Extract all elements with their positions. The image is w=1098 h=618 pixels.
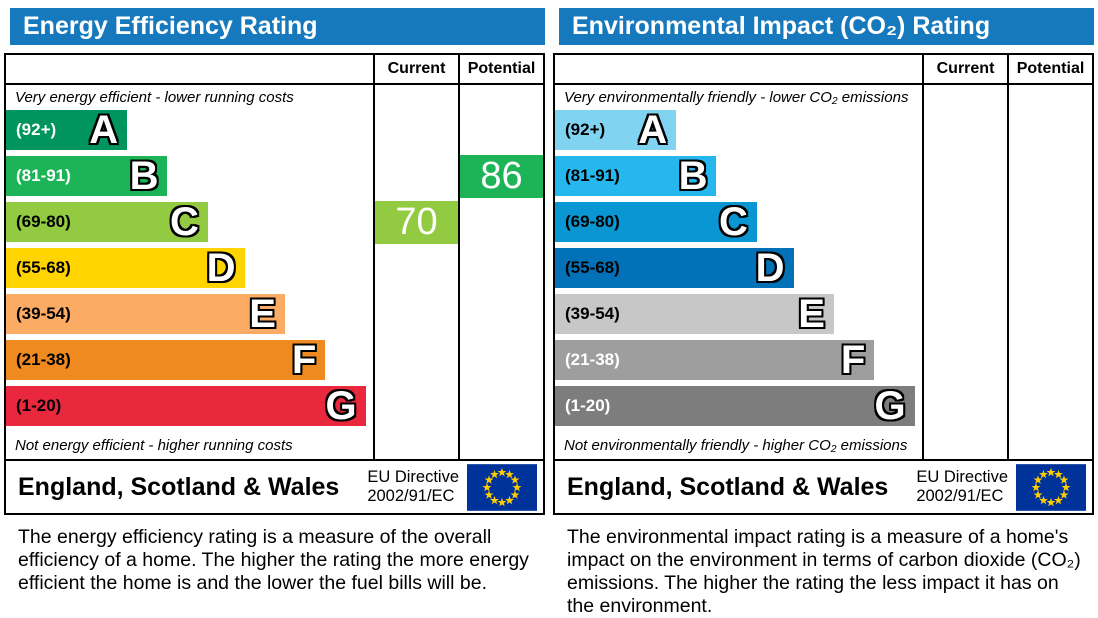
band-range-label: (92+) xyxy=(16,120,57,139)
header-spacer xyxy=(555,55,922,83)
eu-directive-line1: EU Directive xyxy=(367,468,459,487)
band-letter: D xyxy=(755,246,785,290)
energy-efficiency-title: Energy Efficiency Rating xyxy=(10,8,545,45)
rating-bands: (92+) A (81-91) B (69-80) C (55-68) D (39-54) E (2… xyxy=(6,110,373,426)
eu-flag-icon xyxy=(1016,463,1086,511)
band-f: (21-38) F xyxy=(555,338,875,382)
eu-directive-label: EU Directive 2002/91/EC xyxy=(916,468,1008,506)
band-letter: C xyxy=(169,200,199,244)
band-letter: F xyxy=(291,338,317,382)
band-range-label: (81-91) xyxy=(565,166,620,185)
band-range-label: (92+) xyxy=(565,120,606,139)
chart-body: Very environmentally friendly - lower CO… xyxy=(555,85,1092,459)
band-letter: G xyxy=(325,384,357,428)
band-letter: B xyxy=(129,154,159,198)
energy-efficiency-chart: Current Potential Very energy efficient … xyxy=(4,53,545,515)
band-range-label: (1-20) xyxy=(565,396,611,415)
top-caption: Very energy efficient - lower running co… xyxy=(15,89,294,106)
band-letter: E xyxy=(249,292,276,336)
band-g: (1-20) G xyxy=(555,386,915,426)
eu-directive-label: EU Directive 2002/91/EC xyxy=(367,468,459,506)
band-range-label: (55-68) xyxy=(565,258,620,277)
band-range-label: (21-38) xyxy=(565,350,620,369)
eu-directive-line1: EU Directive xyxy=(916,468,1008,487)
environmental-impact-description: The environmental impact rating is a mea… xyxy=(567,526,1081,617)
eu-directive-line2: 2002/91/EC xyxy=(367,487,455,505)
environmental-impact-chart: Current Potential Very environmentally f… xyxy=(553,53,1094,515)
band-range-label: (1-20) xyxy=(16,396,62,415)
potential-column-header: Potential xyxy=(1007,55,1092,83)
band-d: (55-68) D xyxy=(555,248,794,288)
region-label: England, Scotland & Wales xyxy=(567,472,889,501)
band-range-label: (39-54) xyxy=(16,304,71,323)
band-letter: C xyxy=(718,200,748,244)
band-b: (81-91) B xyxy=(555,154,717,198)
band-range-label: (69-80) xyxy=(565,212,620,231)
band-range-label: (81-91) xyxy=(16,166,71,185)
band-letter: A xyxy=(638,108,668,152)
band-c: (69-80) C xyxy=(6,202,208,242)
rating-bands: (92+) A (81-91) B (69-80) C (55-68) D (39-54) E (2… xyxy=(555,110,922,426)
current-value-column: 70 xyxy=(373,85,458,459)
current-value-column xyxy=(922,85,1007,459)
band-a: (92+) A xyxy=(555,108,677,152)
band-letter: A xyxy=(89,108,119,152)
potential-value-column xyxy=(1007,85,1092,459)
band-f: (21-38) F xyxy=(6,338,326,382)
band-letter: B xyxy=(678,154,708,198)
band-c: (69-80) C xyxy=(555,202,757,242)
column-header-row: Current Potential xyxy=(6,55,543,85)
rating-bands-column: Very environmentally friendly - lower CO… xyxy=(555,85,922,459)
rating-bands-column: Very energy efficient - lower running co… xyxy=(6,85,373,459)
top-caption: Very environmentally friendly - lower CO… xyxy=(564,89,909,106)
column-header-row: Current Potential xyxy=(555,55,1092,85)
current-column-header: Current xyxy=(373,55,458,83)
environmental-impact-title: Environmental Impact (CO₂) Rating xyxy=(559,8,1094,45)
band-letter: E xyxy=(798,292,825,336)
band-range-label: (55-68) xyxy=(16,258,71,277)
band-b: (81-91) B xyxy=(6,154,168,198)
current-column-header: Current xyxy=(922,55,1007,83)
band-letter: D xyxy=(206,246,236,290)
band-range-label: (69-80) xyxy=(16,212,71,231)
potential-rating-marker: 86 xyxy=(460,155,543,198)
eu-directive-line2: 2002/91/EC xyxy=(916,487,1004,505)
band-range-label: (21-38) xyxy=(16,350,71,369)
band-d: (55-68) D xyxy=(6,248,245,288)
band-letter: G xyxy=(874,384,906,428)
energy-efficiency-panel: Energy Efficiency Rating Current Potenti… xyxy=(4,8,545,618)
chart-footer: England, Scotland & Wales EU Directive 2… xyxy=(555,459,1092,513)
chart-body: Very energy efficient - lower running co… xyxy=(6,85,543,459)
band-g: (1-20) G xyxy=(6,386,366,426)
current-rating-marker: 70 xyxy=(375,201,458,244)
environmental-impact-panel: Environmental Impact (CO₂) Rating Curren… xyxy=(553,8,1094,618)
region-label: England, Scotland & Wales xyxy=(18,472,340,501)
eu-flag-icon xyxy=(467,463,537,511)
band-range-label: (39-54) xyxy=(565,304,620,323)
band-a: (92+) A xyxy=(6,108,128,152)
potential-value-column: 86 xyxy=(458,85,543,459)
band-e: (39-54) E xyxy=(555,294,834,334)
bottom-caption: Not environmentally friendly - higher CO… xyxy=(564,437,908,454)
band-e: (39-54) E xyxy=(6,294,285,334)
bottom-caption: Not energy efficient - higher running co… xyxy=(15,437,293,454)
header-spacer xyxy=(6,55,373,83)
energy-efficiency-description: The energy efficiency rating is a measur… xyxy=(18,526,529,594)
band-letter: F xyxy=(840,338,866,382)
potential-column-header: Potential xyxy=(458,55,543,83)
chart-footer: England, Scotland & Wales EU Directive 2… xyxy=(6,459,543,513)
